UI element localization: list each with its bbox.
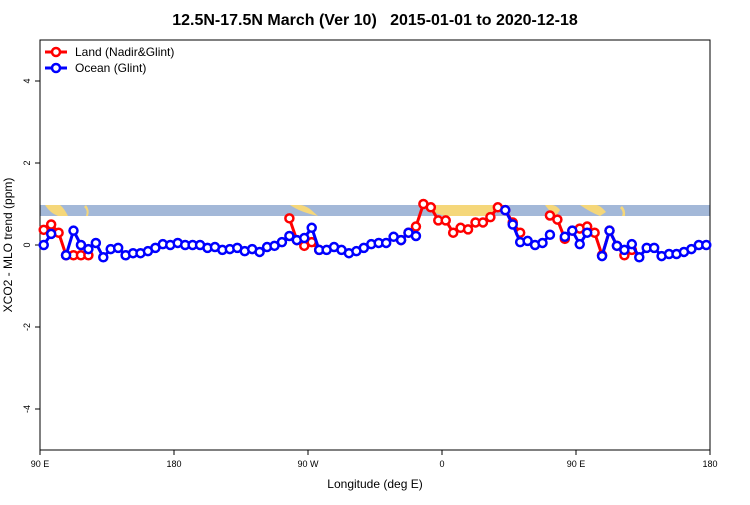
data-point bbox=[410, 221, 422, 232]
data-point bbox=[544, 210, 556, 221]
legend-label: Ocean (Glint) bbox=[75, 61, 146, 75]
x-tick-label: 90 W bbox=[297, 459, 319, 469]
data-point bbox=[38, 239, 49, 251]
data-point bbox=[306, 222, 317, 234]
data-point bbox=[477, 217, 489, 228]
data-point bbox=[626, 238, 638, 250]
data-point bbox=[611, 240, 623, 252]
x-tick-label: 180 bbox=[166, 459, 181, 469]
y-tick-label: 0 bbox=[22, 242, 32, 247]
data-point bbox=[544, 229, 556, 240]
data-point bbox=[410, 230, 422, 242]
chart-title: 12.5N-17.5N March (Ver 10) 2015-01-01 to… bbox=[172, 12, 578, 29]
land-shape bbox=[290, 205, 318, 216]
x-tick-label: 180 bbox=[702, 459, 717, 469]
land-shape bbox=[45, 205, 68, 216]
data-point bbox=[462, 224, 474, 235]
data-point bbox=[686, 243, 697, 255]
x-axis-label: Longitude (deg E) bbox=[327, 477, 422, 491]
data-point bbox=[284, 213, 295, 224]
data-point bbox=[619, 244, 630, 256]
land-shape bbox=[620, 206, 626, 216]
x-tick-label: 0 bbox=[439, 459, 444, 469]
data-point bbox=[112, 242, 124, 254]
y-tick-label: -4 bbox=[22, 405, 32, 413]
data-point bbox=[522, 235, 533, 247]
data-point bbox=[596, 250, 608, 262]
land-shape bbox=[580, 205, 606, 216]
data-point bbox=[284, 230, 295, 242]
data-point bbox=[604, 225, 615, 236]
land-shape bbox=[418, 205, 505, 216]
data-point bbox=[380, 237, 392, 249]
land-shape bbox=[84, 205, 89, 216]
legend: Land (Nadir&Glint) Ocean (Glint) bbox=[45, 45, 174, 75]
y-tick-label: 2 bbox=[22, 160, 32, 165]
data-point bbox=[395, 234, 407, 246]
data-point bbox=[440, 215, 451, 226]
data-point bbox=[75, 239, 87, 251]
legend-marker bbox=[50, 62, 62, 74]
data-point bbox=[648, 242, 660, 254]
data-point bbox=[537, 237, 548, 249]
y-axis-label: XCO2 - MLO trend (ppm) bbox=[1, 178, 15, 313]
data-point bbox=[574, 238, 585, 250]
data-point bbox=[68, 225, 79, 236]
data-point bbox=[500, 204, 511, 216]
data-point bbox=[254, 246, 265, 258]
x-tick-label: 90 E bbox=[567, 459, 586, 469]
data-point bbox=[98, 252, 109, 263]
data-point bbox=[90, 237, 102, 249]
y-tick-label: 4 bbox=[22, 78, 32, 83]
data-point bbox=[634, 252, 645, 263]
legend-marker bbox=[50, 46, 62, 58]
data-point bbox=[60, 250, 72, 261]
data-point bbox=[485, 211, 496, 223]
data-point bbox=[83, 243, 94, 255]
data-point bbox=[45, 219, 57, 230]
data-point bbox=[567, 225, 578, 236]
data-point bbox=[552, 214, 563, 225]
map-strip bbox=[40, 205, 710, 216]
ocean-strip bbox=[40, 205, 710, 216]
data-point bbox=[581, 227, 593, 238]
data-point bbox=[425, 202, 437, 213]
data-point bbox=[299, 232, 310, 244]
data-point bbox=[701, 239, 712, 251]
data-point bbox=[507, 219, 518, 230]
data-point bbox=[38, 224, 49, 236]
x-tick-label: 90 E bbox=[31, 459, 50, 469]
data-point bbox=[559, 231, 571, 243]
data-point bbox=[276, 236, 288, 248]
data-point bbox=[45, 228, 57, 240]
land-shape bbox=[545, 205, 560, 216]
y-tick-label: -2 bbox=[22, 323, 32, 331]
legend-label: Land (Nadir&Glint) bbox=[75, 45, 174, 59]
data-point bbox=[447, 227, 459, 238]
